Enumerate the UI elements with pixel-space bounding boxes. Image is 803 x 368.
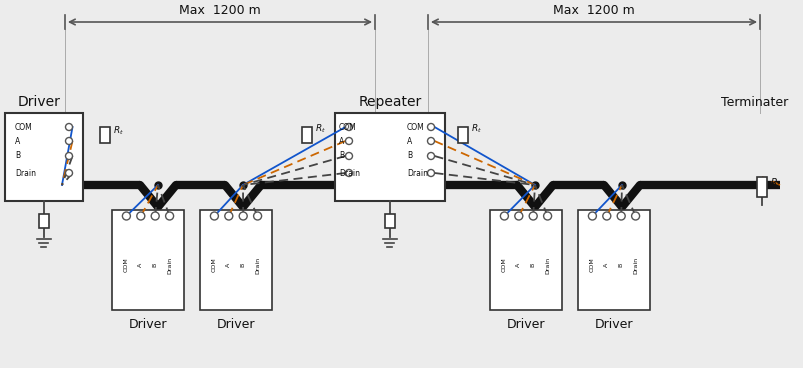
Circle shape <box>65 124 72 131</box>
Bar <box>385 214 394 228</box>
Circle shape <box>345 124 352 131</box>
Bar <box>489 210 561 310</box>
Text: Drain: Drain <box>15 169 36 177</box>
Text: $R_t$: $R_t$ <box>315 123 325 135</box>
Circle shape <box>345 138 352 145</box>
Text: B: B <box>530 263 535 267</box>
Circle shape <box>588 212 596 220</box>
Text: Drain: Drain <box>167 256 172 273</box>
Text: Max  1200 m: Max 1200 m <box>179 4 260 17</box>
Circle shape <box>528 212 536 220</box>
Circle shape <box>253 212 261 220</box>
Text: Driver: Driver <box>128 318 167 331</box>
Circle shape <box>617 212 625 220</box>
Circle shape <box>225 212 233 220</box>
Text: Drain: Drain <box>632 256 638 273</box>
Text: B: B <box>618 263 623 267</box>
Text: Driver: Driver <box>594 318 633 331</box>
Bar <box>112 210 184 310</box>
Text: COM: COM <box>15 123 33 131</box>
Text: Repeater: Repeater <box>358 95 421 109</box>
Text: B: B <box>15 152 20 160</box>
Text: A: A <box>604 263 609 267</box>
Circle shape <box>137 212 145 220</box>
Bar <box>302 127 312 143</box>
Circle shape <box>65 170 72 177</box>
Bar <box>200 210 271 310</box>
Text: COM: COM <box>501 258 506 272</box>
Text: Drain: Drain <box>406 169 427 177</box>
Circle shape <box>239 212 247 220</box>
Circle shape <box>345 170 352 177</box>
Bar <box>5 113 83 201</box>
Bar <box>756 177 766 197</box>
Text: A: A <box>15 137 20 145</box>
Text: Drain: Drain <box>339 169 360 177</box>
Circle shape <box>65 138 72 145</box>
Text: Max  1200 m: Max 1200 m <box>552 4 634 17</box>
Circle shape <box>427 170 434 177</box>
Bar <box>335 113 444 201</box>
Text: A: A <box>138 263 143 267</box>
Bar <box>100 127 110 143</box>
Circle shape <box>427 138 434 145</box>
Text: A: A <box>406 137 412 145</box>
Text: $R_t$: $R_t$ <box>471 123 481 135</box>
Text: B: B <box>406 152 412 160</box>
Circle shape <box>65 152 72 159</box>
Text: COM: COM <box>212 258 217 272</box>
Text: B: B <box>339 152 344 160</box>
Text: Driver: Driver <box>18 95 60 109</box>
Circle shape <box>514 212 522 220</box>
Text: Drain: Drain <box>255 256 260 273</box>
Text: A: A <box>226 263 231 267</box>
Circle shape <box>427 124 434 131</box>
Text: Driver: Driver <box>506 318 544 331</box>
Text: COM: COM <box>406 123 424 131</box>
Bar <box>39 214 49 228</box>
Circle shape <box>427 152 434 159</box>
Bar <box>458 127 467 143</box>
Text: B: B <box>240 263 246 267</box>
Text: $R_t$: $R_t$ <box>769 176 781 190</box>
Text: Terminater: Terminater <box>720 96 788 109</box>
Circle shape <box>499 212 507 220</box>
Text: B: B <box>153 263 157 267</box>
Text: A: A <box>339 137 344 145</box>
Bar <box>577 210 649 310</box>
Circle shape <box>543 212 551 220</box>
Text: Driver: Driver <box>217 318 255 331</box>
Circle shape <box>210 212 218 220</box>
Circle shape <box>151 212 159 220</box>
Circle shape <box>122 212 130 220</box>
Text: COM: COM <box>124 258 128 272</box>
Text: COM: COM <box>589 258 594 272</box>
Circle shape <box>165 212 173 220</box>
Circle shape <box>602 212 610 220</box>
Text: COM: COM <box>339 123 357 131</box>
Circle shape <box>631 212 639 220</box>
Circle shape <box>345 152 352 159</box>
Text: A: A <box>516 263 520 267</box>
Text: $R_t$: $R_t$ <box>113 125 124 137</box>
Text: Drain: Drain <box>544 256 549 273</box>
